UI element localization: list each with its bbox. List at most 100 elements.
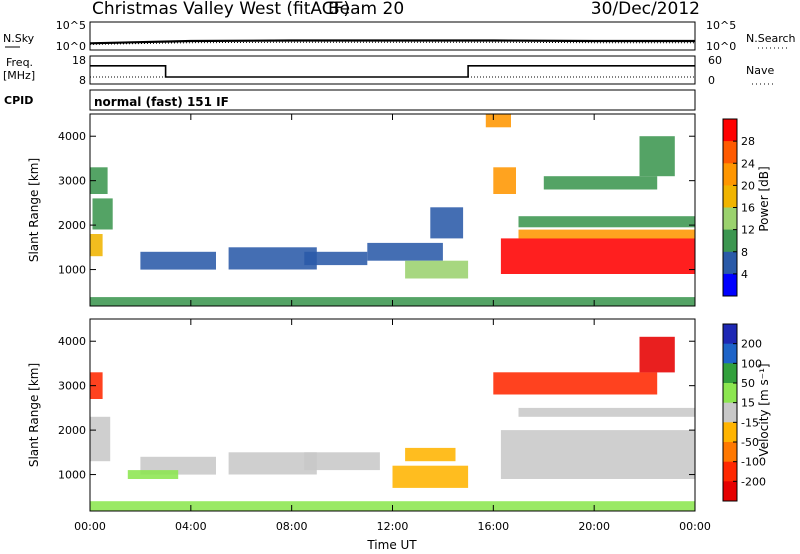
xtick-label: 08:00 bbox=[276, 520, 308, 533]
colorbar-segment bbox=[723, 185, 737, 208]
power-ylabel: Slant Range [km] bbox=[27, 158, 41, 262]
colorbar-tick-label: 20 bbox=[741, 179, 755, 192]
echo-region bbox=[228, 247, 317, 270]
velocity-ylabel: Slant Range [km] bbox=[27, 363, 41, 467]
velocity-panel: 1000 2000 3000 4000 Slant Range [km] 200 100… bbox=[27, 318, 771, 512]
echo-region bbox=[90, 416, 111, 462]
ytick-label: 4000 bbox=[58, 335, 86, 348]
colorbar-segment bbox=[723, 163, 737, 186]
xtick-label: 04:00 bbox=[175, 520, 207, 533]
echo-region bbox=[639, 136, 675, 177]
colorbar-tick-label: 12 bbox=[741, 224, 755, 237]
colorbar-tick-label: 200 bbox=[741, 338, 762, 351]
nsearch-line bbox=[89, 41, 695, 45]
ytick-label: 2000 bbox=[58, 424, 86, 437]
colorbar-tick-label: 28 bbox=[741, 135, 755, 148]
xtick-label: 20:00 bbox=[578, 520, 610, 533]
colorbar-tick-label: 100 bbox=[741, 357, 762, 370]
noise-frame bbox=[89, 21, 696, 51]
velocity-yticks: 1000 2000 3000 4000 bbox=[58, 335, 695, 482]
cpid-panel: CPID normal (fast) 151 IF bbox=[4, 89, 696, 111]
echo-region bbox=[140, 251, 216, 270]
freq-label-line1: Freq. bbox=[6, 56, 33, 69]
freq-label-line2: [MHz] bbox=[3, 69, 35, 82]
echo-region bbox=[518, 407, 695, 417]
noise-right-label: N.Search bbox=[746, 32, 796, 45]
colorbar-tick-label: 4 bbox=[741, 268, 748, 281]
colorbar-segment bbox=[723, 229, 737, 253]
xtick-label: 00:00 bbox=[74, 520, 106, 533]
colorbar-segment bbox=[723, 363, 737, 384]
echo-region bbox=[392, 465, 469, 488]
nave-tick-top: 60 bbox=[708, 54, 722, 67]
echo-region bbox=[430, 207, 464, 239]
freq-tick-bottom: 8 bbox=[79, 74, 86, 87]
colorbar-tick-label: -15 bbox=[741, 416, 759, 429]
echo-region bbox=[228, 452, 317, 475]
colorbar-tick-label: 8 bbox=[741, 246, 748, 259]
colorbar-segment bbox=[723, 422, 737, 443]
ytick-label: 1000 bbox=[58, 469, 86, 482]
colorbar-segment bbox=[723, 207, 737, 231]
echo-region bbox=[500, 238, 695, 274]
colorbar-tick-label: -50 bbox=[741, 436, 759, 449]
colorbar-segment bbox=[723, 119, 737, 142]
echo-region bbox=[518, 216, 695, 228]
echo-region bbox=[405, 447, 456, 462]
velocity-colorbar: 200 100 50 15 -15 -50 -100 -200 bbox=[722, 323, 766, 502]
echo-region bbox=[304, 452, 380, 471]
colorbar-segment bbox=[723, 383, 737, 404]
nave-label: Nave bbox=[746, 64, 774, 77]
power-frame bbox=[89, 113, 696, 307]
colorbar-tick-label: -100 bbox=[741, 456, 766, 469]
xtick-label: 16:00 bbox=[477, 520, 509, 533]
echo-region bbox=[304, 251, 368, 266]
colorbar-segment bbox=[723, 251, 737, 275]
echo-region bbox=[518, 229, 695, 239]
echo-region bbox=[367, 242, 443, 261]
colorbar-tick-label: 16 bbox=[741, 202, 755, 215]
ytick-label: 3000 bbox=[58, 175, 86, 188]
colorbar-tick-label: 50 bbox=[741, 377, 755, 390]
nsky-line bbox=[89, 39, 695, 45]
colorbar-tick-label: -200 bbox=[741, 475, 766, 488]
colorbar-segment bbox=[723, 343, 737, 364]
echo-region bbox=[90, 372, 103, 399]
colorbar-tick-label: 24 bbox=[741, 157, 755, 170]
noise-left-label: N.Sky bbox=[3, 32, 35, 45]
time-axis-label: Time UT bbox=[366, 538, 417, 552]
time-axis: 00:00 04:00 08:00 12:00 16:00 20:00 00:00 bbox=[74, 114, 711, 533]
noise-left-tick-bottom: 10^0 bbox=[56, 40, 86, 53]
freq-frame bbox=[89, 55, 696, 85]
velocity-data-layer bbox=[90, 336, 695, 511]
colorbar-segment bbox=[723, 481, 737, 502]
noise-right-tick-bottom: 10^0 bbox=[706, 40, 736, 53]
xtick-label: 12:00 bbox=[377, 520, 409, 533]
power-data-layer bbox=[90, 114, 695, 306]
ytick-label: 4000 bbox=[58, 130, 86, 143]
station-title: Christmas Valley West (fitACF) bbox=[92, 0, 350, 19]
echo-region bbox=[485, 114, 511, 128]
echo-region bbox=[493, 372, 658, 395]
power-panel: 1000 2000 3000 4000 Slant Range [km] 28 24 20… bbox=[27, 113, 771, 307]
echo-region bbox=[90, 234, 103, 257]
echo-region bbox=[500, 430, 695, 479]
noise-left-tick-top: 10^5 bbox=[56, 19, 86, 32]
echo-region bbox=[127, 470, 179, 479]
noise-panel: N.Sky 10^5 10^0 10^5 10^0 N.Search bbox=[3, 19, 796, 53]
cpid-value: normal (fast) 151 IF bbox=[94, 95, 229, 109]
velocity-colorbar-label: Velocity [m s⁻¹] bbox=[757, 363, 771, 456]
date-label: 30/Dec/2012 bbox=[591, 0, 700, 19]
echo-region bbox=[639, 336, 675, 373]
power-yticks: 1000 2000 3000 4000 bbox=[58, 130, 695, 277]
cpid-label: CPID bbox=[4, 94, 33, 107]
cpid-frame bbox=[89, 89, 696, 111]
colorbar-frame bbox=[722, 323, 738, 502]
echo-region bbox=[92, 198, 113, 230]
freq-line bbox=[90, 65, 695, 78]
xtick-label: 00:00 bbox=[679, 520, 711, 533]
colorbar-segment bbox=[723, 273, 737, 297]
ytick-label: 2000 bbox=[58, 219, 86, 232]
freq-tick-top: 18 bbox=[72, 54, 86, 67]
